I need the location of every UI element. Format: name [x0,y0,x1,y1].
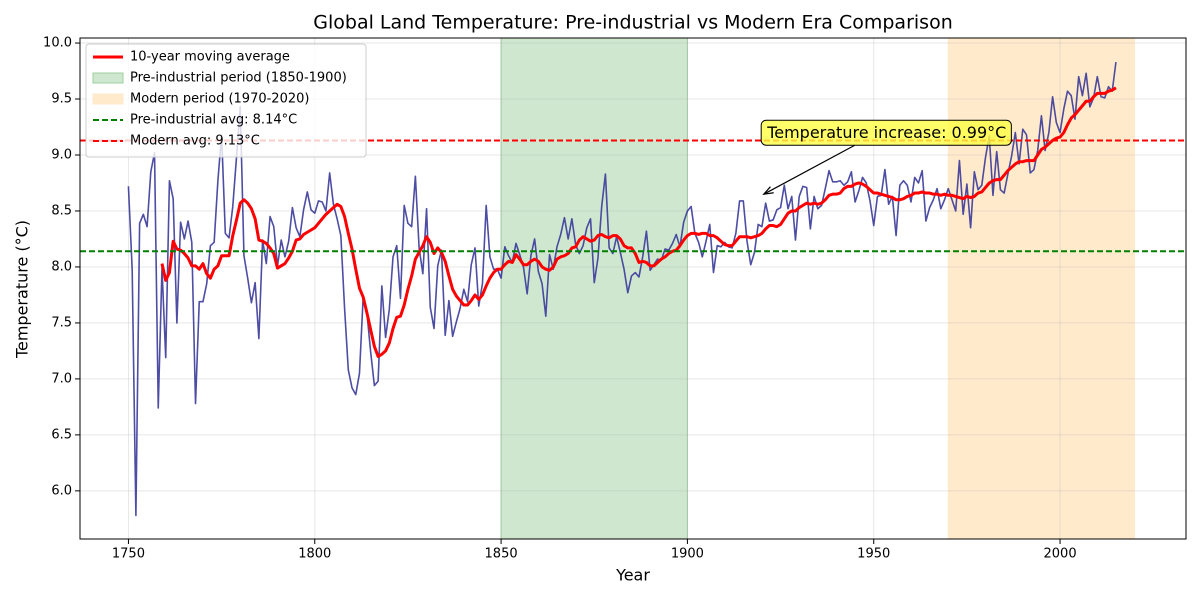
annotation-arrow [763,144,856,195]
y-axis-label: Temperature (°C) [13,220,32,359]
x-tick-label: 1800 [298,547,331,562]
legend-label: Pre-industrial period (1850-1900) [130,71,347,86]
moving-average-line [160,86,1117,359]
legend-box [85,43,367,158]
y-tick-label: 6.5 [51,427,72,442]
x-axis-label: Year [615,566,650,585]
y-tick-label: 7.5 [51,315,72,330]
plot-frame [79,37,1187,540]
x-tick-label: 1950 [857,547,890,562]
y-tick-label: 8.0 [51,259,72,274]
legend-swatch [92,72,124,84]
annotation-arrowhead [762,186,774,196]
y-tick-label: 9.5 [51,92,72,107]
y-tick-label: 8.5 [51,203,72,218]
legend-swatch [92,93,124,105]
annotation: Temperature increase: 0.99°C [760,119,1012,196]
legend-label: Modern period (1970-2020) [130,92,309,107]
annotation-box [760,119,1012,146]
y-tick-label: 6.0 [51,483,72,498]
x-tick-label: 1900 [671,547,704,562]
period-span [947,37,1136,540]
legend: 10-year moving average Pre-industrial per… [85,43,367,158]
annotation-text: Temperature increase: 0.99°C [766,123,1006,142]
legend-label: Modern avg: 9.13°C [130,134,260,149]
chart-title: Global Land Temperature: Pre-industrial … [313,12,952,34]
x-tick-label: 1850 [485,547,518,562]
x-tick-label: 2000 [1044,547,1077,562]
period-span [500,37,688,540]
y-tick-label: 9.0 [51,147,72,162]
x-tick-label: 1750 [112,547,145,562]
legend-label: Pre-industrial avg: 8.14°C [130,113,297,128]
temperature-line [127,61,1117,517]
y-tick-label: 7.0 [51,371,72,386]
y-tick-label: 10.0 [43,36,72,51]
legend-label: 10-year moving average [130,50,290,65]
